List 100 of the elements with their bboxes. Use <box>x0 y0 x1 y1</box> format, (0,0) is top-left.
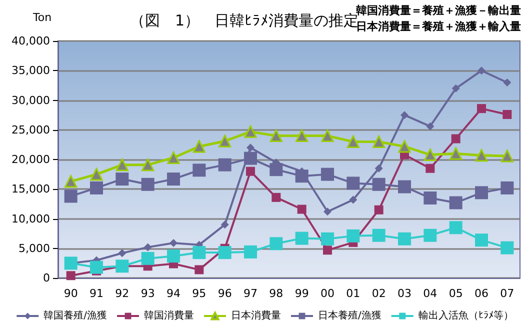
point <box>90 260 103 274</box>
point <box>244 245 257 258</box>
point <box>500 150 514 162</box>
point <box>270 163 283 176</box>
point <box>64 175 78 188</box>
point <box>398 140 411 153</box>
point <box>295 232 308 245</box>
point <box>450 147 462 160</box>
point <box>372 228 386 242</box>
point <box>142 158 154 172</box>
point <box>346 176 360 190</box>
y-tick-label: 20,000 <box>12 153 50 166</box>
point <box>246 144 254 152</box>
point <box>272 192 281 202</box>
point <box>451 134 460 144</box>
point <box>118 249 126 258</box>
point <box>246 166 255 176</box>
x-tick-label: 90 <box>64 287 78 300</box>
point <box>297 204 306 214</box>
point <box>349 196 358 204</box>
y-tick-label: 15,000 <box>12 182 50 196</box>
point <box>372 135 386 148</box>
x-tick-label: 95 <box>192 287 206 300</box>
legend-label: 日本養殖/漁獲 <box>318 310 382 322</box>
x-tick-label: 99 <box>294 287 309 300</box>
x-tick-label: 05 <box>448 287 463 300</box>
x-tick-label: 02 <box>372 287 386 300</box>
point <box>424 228 437 242</box>
point <box>398 180 411 194</box>
point <box>452 84 460 92</box>
point <box>374 164 383 172</box>
y-tick-label: 5,000 <box>18 242 50 255</box>
x-tick-label: 07 <box>500 287 514 300</box>
point <box>218 134 232 148</box>
x-tick-label: 97 <box>244 287 258 300</box>
point <box>170 239 178 248</box>
point <box>321 232 334 246</box>
y-tick-label: 0 <box>43 272 50 284</box>
point <box>324 208 332 216</box>
point <box>90 168 103 181</box>
point <box>90 181 103 194</box>
point <box>372 178 386 191</box>
point <box>64 190 78 203</box>
point <box>244 152 257 165</box>
point <box>424 192 437 205</box>
text: 日本消費量＝養殖＋漁獲＋輸入量 <box>356 20 521 33</box>
point <box>477 104 486 114</box>
y-axis-title: Ton <box>32 11 52 24</box>
point <box>192 246 206 260</box>
point <box>194 265 204 274</box>
point <box>116 172 129 186</box>
point <box>426 164 435 173</box>
point <box>500 241 514 254</box>
point <box>218 158 232 172</box>
x-tick-label: 01 <box>346 287 360 300</box>
point <box>321 130 334 142</box>
point <box>478 66 486 75</box>
point <box>144 243 152 252</box>
point <box>449 221 462 234</box>
point <box>424 148 436 162</box>
point <box>167 151 180 164</box>
point <box>116 158 128 172</box>
point <box>323 246 332 255</box>
x-tick-label: 96 <box>218 287 232 300</box>
point <box>475 186 488 200</box>
y-tick-label: 25,000 <box>12 123 50 136</box>
point <box>321 168 334 181</box>
legend-label: 日本消費量 <box>231 310 281 322</box>
point <box>426 122 434 130</box>
point <box>218 246 232 260</box>
legend-label: 輸出入活魚（ﾋﾗﾒ等） <box>418 310 514 322</box>
point <box>244 125 257 138</box>
y-tick-label: 30,000 <box>12 94 50 107</box>
point <box>192 164 206 177</box>
point <box>167 250 180 263</box>
point <box>346 135 360 148</box>
point <box>400 111 408 120</box>
x-tick-label: 93 <box>140 287 155 300</box>
point <box>141 252 154 265</box>
legend-label: 韓国消費量 <box>144 310 194 322</box>
point <box>270 130 282 142</box>
point <box>141 178 154 191</box>
x-tick-label: 03 <box>398 287 412 300</box>
point <box>449 196 462 210</box>
point <box>346 229 360 242</box>
y-tick-label: 40,000 <box>12 34 50 48</box>
x-tick-label: 06 <box>474 287 488 300</box>
point <box>295 170 308 183</box>
y-tick-label: 35,000 <box>12 64 50 78</box>
x-tick-label: 04 <box>423 287 438 300</box>
x-tick-label: 00 <box>320 287 334 300</box>
point <box>220 220 229 229</box>
x-tick-label: 94 <box>166 287 180 300</box>
x-tick-label: 92 <box>115 287 130 300</box>
point <box>475 149 488 162</box>
point <box>66 271 76 280</box>
point <box>64 256 78 270</box>
point <box>398 232 411 246</box>
point <box>374 205 384 214</box>
legend-label: 韓国養殖/漁獲 <box>44 310 108 322</box>
